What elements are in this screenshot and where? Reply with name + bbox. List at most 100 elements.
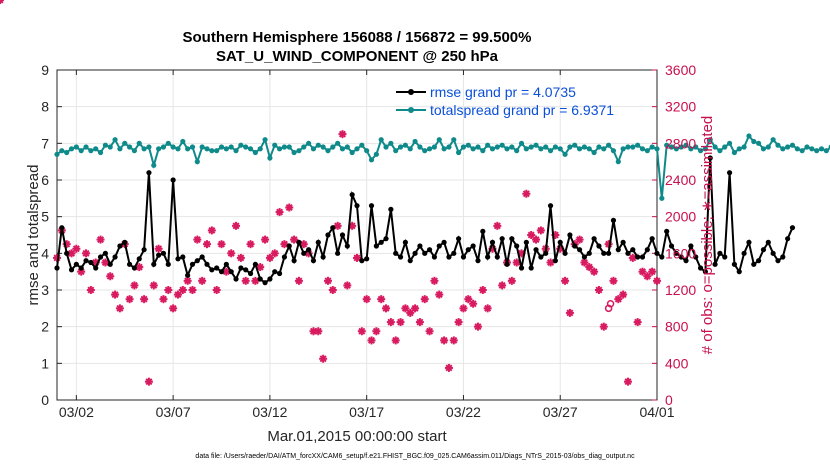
rmse-point — [731, 261, 738, 267]
totalspread-point — [426, 146, 433, 152]
obs-assimilated-point — [459, 304, 468, 313]
totalspread-point — [523, 146, 529, 152]
totalspread-point — [485, 142, 491, 148]
totalspread-point — [136, 140, 142, 146]
totalspread-point — [291, 149, 297, 156]
obs-assimilated-point — [96, 235, 105, 244]
tick-marks — [57, 69, 658, 401]
totalspread-point — [214, 148, 220, 154]
totalspread-point — [702, 146, 708, 152]
totalspread-point — [475, 144, 481, 150]
obs-assimilated-point — [415, 318, 424, 327]
totalspread-point — [301, 144, 307, 150]
totalspread-point — [315, 142, 321, 148]
y-tick-label-right: 0 — [665, 392, 673, 408]
y-tick-label-left: 0 — [41, 392, 49, 408]
rmse-point — [780, 254, 786, 260]
totalspread-point — [794, 146, 800, 152]
obs-assimilated-point — [396, 318, 405, 327]
totalspread-point — [736, 146, 742, 152]
rmse-point — [523, 239, 529, 245]
totalspread-point — [659, 195, 665, 201]
rmse-point — [465, 247, 471, 253]
rmse-point — [296, 239, 302, 245]
rmse-point — [610, 217, 617, 223]
rmse-point — [388, 206, 394, 212]
x-tick-label: 04/01 — [639, 404, 674, 420]
totalspread-point — [683, 142, 689, 148]
totalspread-point — [668, 144, 675, 150]
totalspread-point — [726, 140, 733, 146]
totalspread-point — [664, 142, 670, 148]
rmse-point — [349, 192, 355, 198]
obs-assimilated-point — [149, 281, 158, 290]
totalspread-point — [199, 144, 205, 150]
totalspread-point — [625, 144, 631, 150]
totalspread-point — [185, 146, 191, 152]
rmse-point — [306, 247, 312, 253]
rmse-point — [286, 243, 292, 249]
chart-title-line2: SAT_U_WIND_COMPONENT @ 250 hPa — [216, 48, 499, 65]
rmse-point — [407, 258, 413, 264]
rmse-point — [364, 256, 370, 262]
rmse-point — [543, 250, 549, 256]
totalspread-point — [557, 146, 563, 152]
totalspread-point — [446, 144, 452, 150]
totalspread-point — [586, 146, 592, 152]
rmse-point — [668, 243, 675, 249]
rmse-point — [572, 243, 578, 249]
y-tick-label-right: 2000 — [665, 209, 696, 225]
obs-assimilated-point — [648, 267, 657, 276]
obs-assimilated-point — [193, 235, 202, 244]
obs-assimilated-point — [614, 295, 623, 304]
obs-assimilated-point — [130, 281, 139, 290]
totalspread-point — [97, 149, 104, 156]
totalspread-point — [785, 144, 791, 150]
totalspread-point — [480, 148, 486, 154]
totalspread-point — [499, 142, 505, 148]
totalspread-point — [88, 148, 94, 154]
rmse-point — [606, 250, 612, 256]
rmse-point — [635, 254, 641, 260]
totalspread-point — [160, 144, 167, 150]
totalspread-point — [78, 148, 84, 154]
obs-assimilated-point — [111, 290, 120, 299]
rmse-point — [272, 269, 278, 275]
obs-assimilated-point — [464, 295, 473, 304]
rmse-point — [693, 254, 699, 260]
totalspread-point — [64, 149, 70, 156]
totalspread-point — [460, 144, 467, 150]
totalspread-point — [349, 149, 355, 156]
totalspread-point — [818, 146, 825, 152]
rmse-point — [83, 258, 89, 264]
totalspread-point — [635, 142, 641, 148]
obs-assimilated-point — [285, 203, 294, 212]
rmse-point — [122, 239, 128, 245]
obs-assimilated-point — [232, 221, 241, 230]
rmse-point — [765, 239, 771, 245]
totalspread-point — [775, 142, 781, 148]
totalspread-point — [630, 144, 636, 150]
rmse-point — [194, 258, 200, 264]
totalspread-point — [707, 137, 713, 143]
totalspread-point — [330, 144, 336, 150]
rmse-point — [136, 256, 142, 262]
rmse-point — [533, 247, 539, 253]
rmse-point — [189, 261, 196, 267]
rmse-point — [770, 250, 776, 256]
obs-possible-point — [606, 300, 615, 308]
totalspread-point — [107, 144, 113, 150]
y-tick-label-right: 2800 — [665, 135, 696, 151]
obs-assimilated-point — [440, 336, 449, 345]
totalspread-point — [547, 148, 554, 154]
totalspread-point — [112, 137, 118, 143]
rmse-point — [315, 239, 321, 245]
totalspread-point — [441, 146, 447, 152]
obs-assimilated-point — [454, 318, 463, 327]
totalspread-point — [233, 148, 239, 154]
rmse-point — [518, 265, 525, 271]
totalspread-point — [518, 140, 525, 146]
obs-assimilated-point — [270, 249, 279, 258]
y-tick-label-right: 1600 — [665, 245, 696, 261]
totalspread-point — [649, 144, 655, 150]
